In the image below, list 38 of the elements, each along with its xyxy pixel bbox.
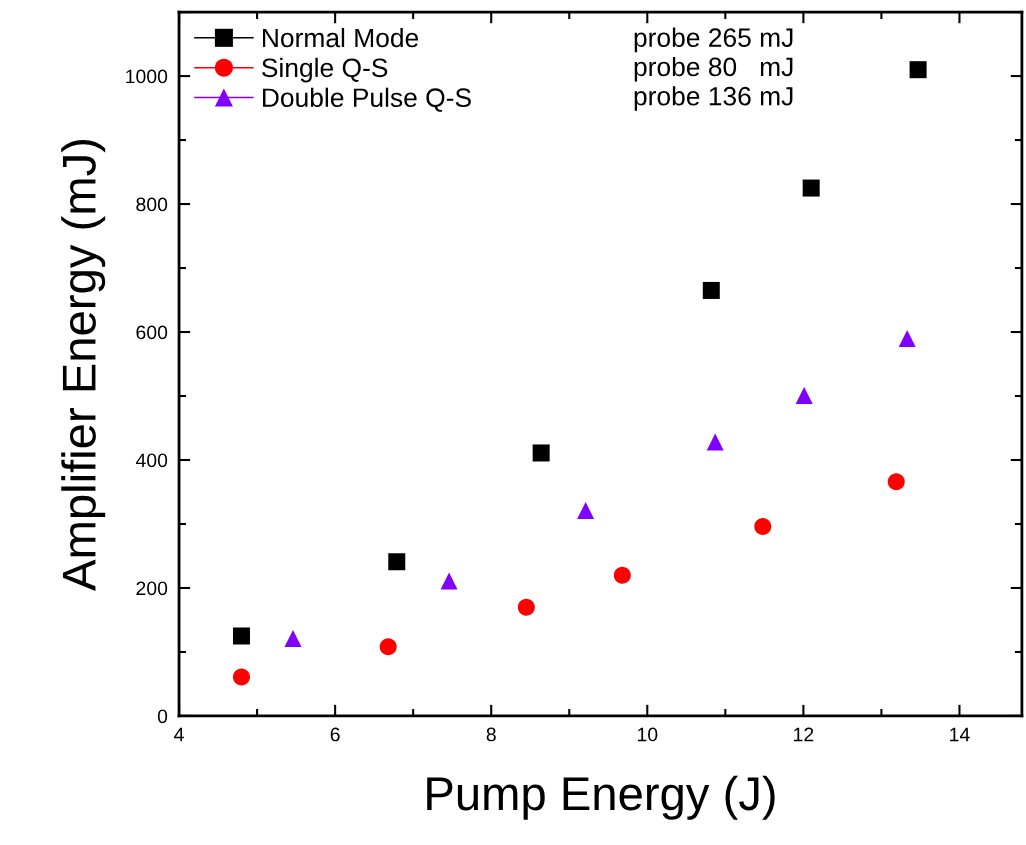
legend-label: Double Pulse Q-S	[263, 87, 471, 112]
y-tick-label: 0	[157, 709, 168, 724]
x-tick-label: 4	[174, 727, 184, 742]
legend-label: Normal Mode	[263, 27, 419, 48]
y-axis-title: Amplifier Energy (mJ)	[61, 139, 106, 591]
x-axis-title: Pump Energy (J)	[427, 775, 775, 820]
point	[887, 473, 905, 491]
point	[702, 281, 720, 299]
x-tick-label: 12	[794, 727, 814, 742]
point	[802, 179, 820, 197]
point	[284, 630, 302, 648]
point	[898, 329, 916, 347]
legend-label: Single Q-S	[262, 57, 388, 83]
point	[706, 433, 724, 451]
point	[754, 518, 772, 536]
annotation: probe 136 mJ	[634, 86, 793, 111]
point	[613, 566, 631, 584]
point	[795, 386, 813, 404]
annotation: probe 80 mJ	[634, 56, 793, 82]
point	[577, 502, 595, 520]
annotation: probe 265 mJ	[634, 27, 793, 53]
point	[532, 444, 550, 462]
x-tick-label: 10	[637, 727, 658, 742]
point	[440, 572, 458, 590]
y-tick-label: 800	[136, 197, 168, 212]
x-tick-label: 6	[330, 727, 340, 742]
point	[232, 668, 250, 686]
point	[388, 553, 406, 571]
point	[379, 638, 397, 656]
y-tick-label: 400	[135, 453, 168, 468]
x-tick-label: 8	[486, 727, 496, 742]
y-tick-label: 600	[136, 325, 168, 340]
point	[232, 627, 250, 645]
y-tick-label: 200	[136, 581, 168, 596]
point	[517, 598, 535, 616]
point	[909, 61, 927, 79]
y-tick-label: 1000	[126, 69, 168, 84]
x-tick-label: 14	[950, 727, 970, 742]
